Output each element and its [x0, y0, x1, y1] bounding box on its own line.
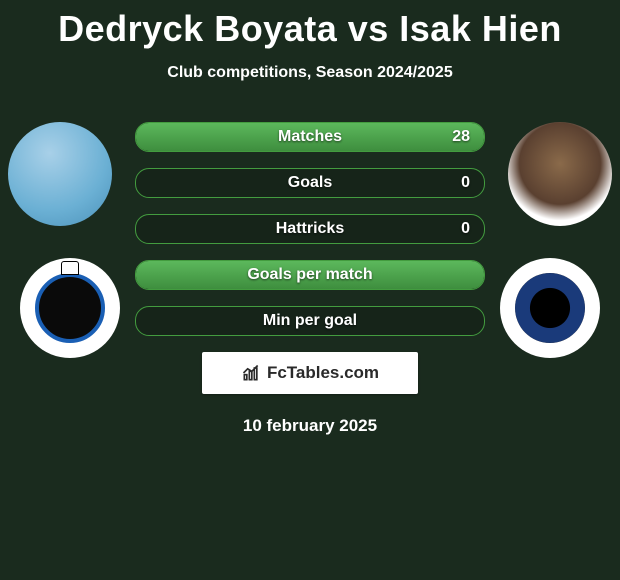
date: 10 february 2025	[0, 416, 620, 436]
subtitle: Club competitions, Season 2024/2025	[0, 64, 620, 82]
club-left-badge	[20, 258, 120, 358]
stat-label: Matches	[136, 128, 484, 146]
stat-label: Goals	[136, 174, 484, 192]
stat-value: 28	[452, 128, 470, 146]
stat-label: Hattricks	[136, 220, 484, 238]
stat-bar-goals-per-match: Goals per match	[135, 260, 485, 290]
club-atalanta-icon	[515, 273, 585, 343]
club-right-badge	[500, 258, 600, 358]
stat-label: Min per goal	[136, 312, 484, 330]
comparison-content: Matches 28 Goals 0 Hattricks 0 Goals per…	[0, 122, 620, 436]
chart-icon	[241, 363, 261, 383]
stat-bar-goals: Goals 0	[135, 168, 485, 198]
stat-value: 0	[461, 174, 470, 192]
stat-label: Goals per match	[136, 266, 484, 284]
stat-value: 0	[461, 220, 470, 238]
stat-bar-min-per-goal: Min per goal	[135, 306, 485, 336]
stat-bar-matches: Matches 28	[135, 122, 485, 152]
player-right-avatar	[508, 122, 612, 226]
site-name: FcTables.com	[267, 363, 379, 383]
site-badge: FcTables.com	[202, 352, 418, 394]
stat-bar-hattricks: Hattricks 0	[135, 214, 485, 244]
player-left-avatar	[8, 122, 112, 226]
page-title: Dedryck Boyata vs Isak Hien	[0, 0, 620, 50]
stat-bars: Matches 28 Goals 0 Hattricks 0 Goals per…	[135, 122, 485, 336]
club-brugge-icon	[35, 273, 105, 343]
